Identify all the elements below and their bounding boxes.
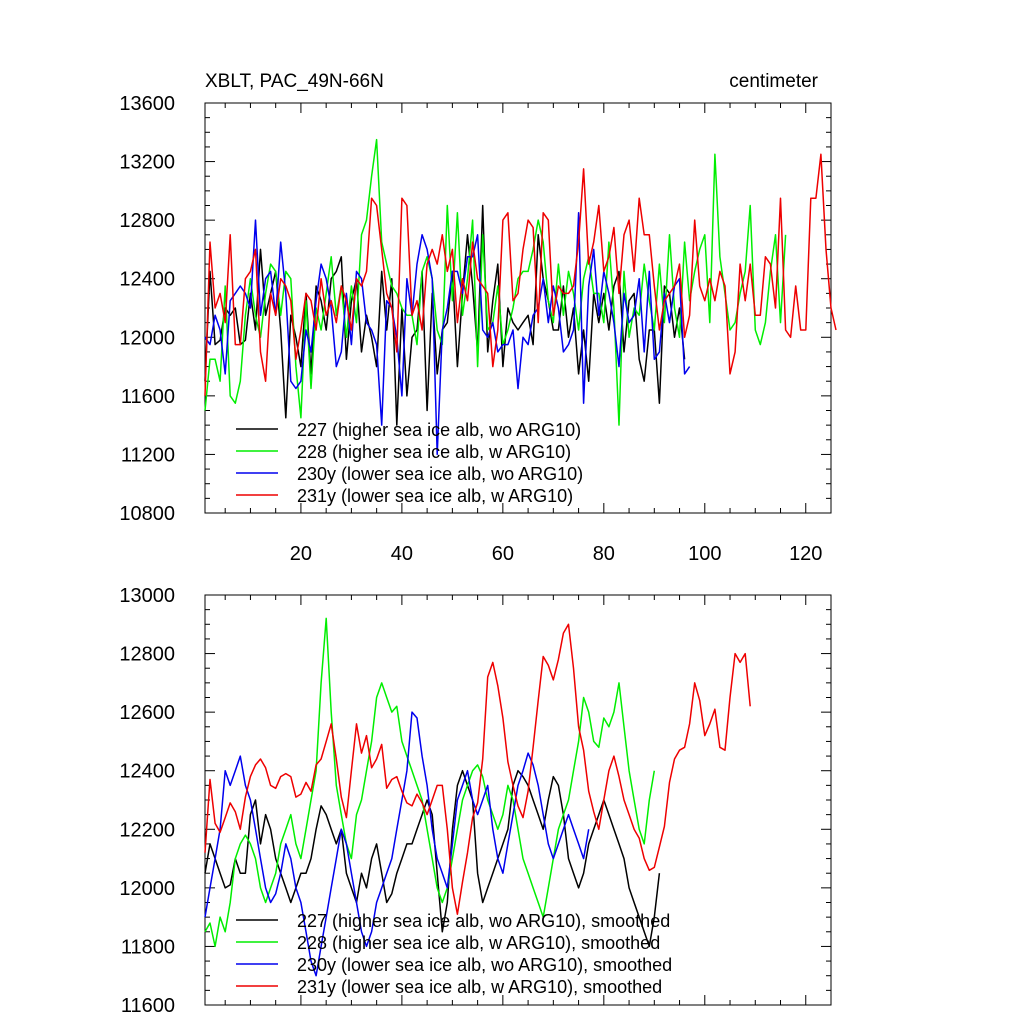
y-tick-label: 12400 xyxy=(119,761,175,783)
y-tick-label: 11600 xyxy=(121,995,175,1017)
y-tick-label: 12800 xyxy=(119,210,175,232)
y-tick-label: 12200 xyxy=(119,819,175,841)
y-tick-label: 12400 xyxy=(119,269,175,291)
bottom-panel: 11600 11800 12000 12200 12400 12600 12800 13000… xyxy=(119,585,832,1017)
bottom-series-group xyxy=(204,617,751,977)
x-tick-label: 40 xyxy=(391,543,413,565)
series-line-3 xyxy=(204,623,751,915)
y-tick-label: 11600 xyxy=(121,386,175,408)
bottom-legend: 227 (higher sea ice alb, wo ARG10), smoo… xyxy=(236,911,672,997)
top-units: centimeter xyxy=(729,71,818,92)
legend-label-0: 227 (higher sea ice alb, wo ARG10) xyxy=(297,420,581,440)
series-line-2 xyxy=(204,212,691,456)
y-tick-label: 13000 xyxy=(119,585,175,607)
top-legend: 227 (higher sea ice alb, wo ARG10)228 (h… xyxy=(236,420,583,506)
legend-label-3: 231y (lower sea ice alb, w ARG10), smoot… xyxy=(297,977,662,997)
top-series-group xyxy=(204,138,837,456)
legend-label-1: 228 (higher sea ice alb, w ARG10) xyxy=(297,442,571,462)
top-axis-ticks: 10800 11200 11600 12000 12400 12800 13200 13600… xyxy=(119,93,831,565)
legend-label-2: 230y (lower sea ice alb, wo ARG10), smoo… xyxy=(297,955,672,975)
top-title: XBLT, PAC_49N-66N xyxy=(205,71,384,92)
x-tick-label: 20 xyxy=(290,543,312,565)
x-tick-label: 80 xyxy=(593,543,615,565)
top-panel: XBLT, PAC_49N-66N centimeter 10800112001… xyxy=(119,71,837,565)
x-tick-label: 60 xyxy=(492,543,514,565)
y-tick-label: 12800 xyxy=(119,644,175,666)
bottom-axis-ticks: 11600 11800 12000 12200 12400 12600 12800 13000 xyxy=(119,585,831,1017)
series-line-3 xyxy=(204,153,837,396)
y-tick-label: 11800 xyxy=(121,936,175,958)
x-tick-label: 120 xyxy=(789,543,822,565)
y-tick-label: 10800 xyxy=(119,503,175,525)
legend-label-1: 228 (higher sea ice alb, w ARG10), smoot… xyxy=(297,933,660,953)
y-tick-label: 13200 xyxy=(119,152,175,174)
legend-label-3: 231y (lower sea ice alb, w ARG10) xyxy=(297,486,573,506)
y-tick-label: 11200 xyxy=(121,444,175,466)
y-tick-label: 12000 xyxy=(119,327,175,349)
x-tick-label: 100 xyxy=(688,543,721,565)
legend-label-0: 227 (higher sea ice alb, wo ARG10), smoo… xyxy=(297,911,670,931)
legend-label-2: 230y (lower sea ice alb, wo ARG10) xyxy=(297,464,583,484)
series-line-2 xyxy=(204,711,590,977)
y-tick-label: 13600 xyxy=(119,93,175,115)
y-tick-label: 12600 xyxy=(119,702,175,724)
series-line-1 xyxy=(204,138,787,426)
y-tick-label: 12000 xyxy=(119,878,175,900)
